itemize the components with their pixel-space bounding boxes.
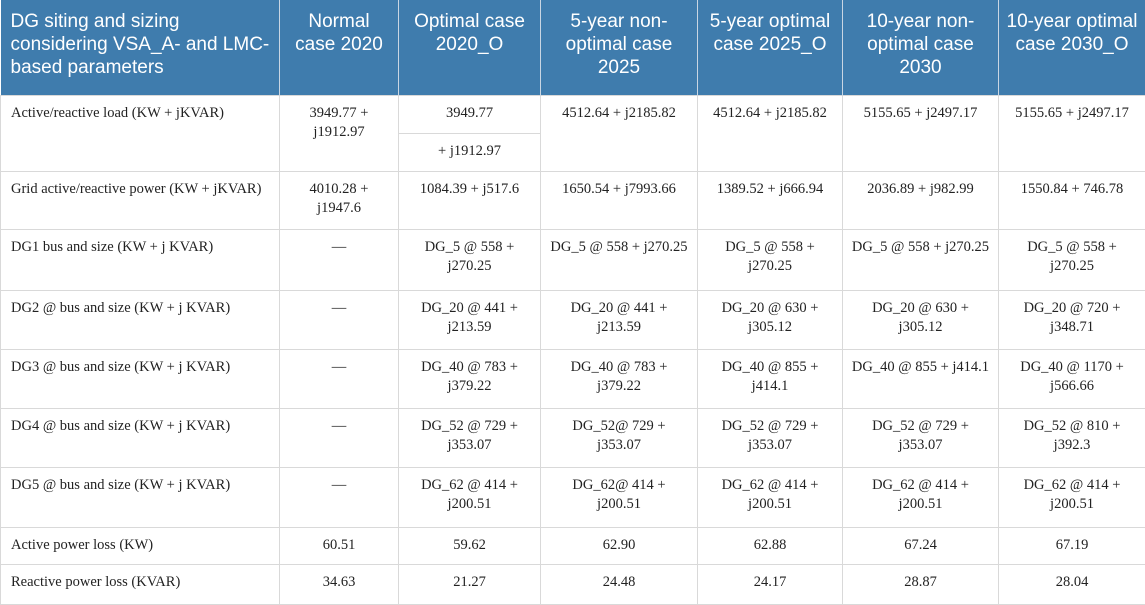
header-row: DG siting and sizing considering VSA_A- … <box>1 0 1145 95</box>
table-cell: 5155.65 + j2497.17 <box>843 95 999 171</box>
table-cell: 1084.39 + j517.6 <box>399 171 541 229</box>
table-row: DG2 @ bus and size (KW + j KVAR)—DG_20 @… <box>1 290 1145 349</box>
header-cell: 5-year non-optimal case 2025 <box>541 0 698 95</box>
table-cell: DG_40 @ 855 + j414.1 <box>698 349 843 408</box>
table-cell: DG3 @ bus and size (KW + j KVAR) <box>1 349 280 408</box>
table-cell: DG2 @ bus and size (KW + j KVAR) <box>1 290 280 349</box>
table-cell: — <box>280 349 399 408</box>
header-cell: 5-year optimal case 2025_O <box>698 0 843 95</box>
table-cell: DG5 @ bus and size (KW + j KVAR) <box>1 467 280 527</box>
table-cell: DG_40 @ 1170 + j566.66 <box>999 349 1145 408</box>
table-row: DG5 @ bus and size (KW + j KVAR)—DG_62 @… <box>1 467 1145 527</box>
table-cell: DG_40 @ 783 + j379.22 <box>399 349 541 408</box>
table-cell: + j1912.97 <box>399 133 541 171</box>
table-cell: DG_62 @ 414 + j200.51 <box>698 467 843 527</box>
table-cell: — <box>280 290 399 349</box>
table-cell: 28.04 <box>999 564 1145 604</box>
table-cell: DG_52 @ 810 + j392.3 <box>999 408 1145 467</box>
table-cell: DG_5 @ 558 + j270.25 <box>541 229 698 290</box>
table-cell: DG_62 @ 414 + j200.51 <box>843 467 999 527</box>
table-cell: 67.24 <box>843 527 999 564</box>
table-cell: DG4 @ bus and size (KW + j KVAR) <box>1 408 280 467</box>
table-cell: 3949.77 <box>399 95 541 133</box>
table-cell: DG_62 @ 414 + j200.51 <box>399 467 541 527</box>
table-cell: 62.88 <box>698 527 843 564</box>
table-cell: Active power loss (KW) <box>1 527 280 564</box>
table-cell: 1550.84 + 746.78 <box>999 171 1145 229</box>
header-cell: 10-year non-optimal case 2030 <box>843 0 999 95</box>
table-cell: DG_5 @ 558 + j270.25 <box>399 229 541 290</box>
table-cell: DG_5 @ 558 + j270.25 <box>999 229 1145 290</box>
table-cell: DG_20 @ 630 + j305.12 <box>843 290 999 349</box>
table-cell: DG_52@ 729 + j353.07 <box>541 408 698 467</box>
header-cell: 10-year optimal case 2030_O <box>999 0 1145 95</box>
table-cell: DG_52 @ 729 + j353.07 <box>698 408 843 467</box>
table-cell: 1389.52 + j666.94 <box>698 171 843 229</box>
table-cell: DG_40 @ 783 + j379.22 <box>541 349 698 408</box>
table-row: Active/reactive load (KW + jKVAR)3949.77… <box>1 95 1145 133</box>
table-cell: 2036.89 + j982.99 <box>843 171 999 229</box>
table-cell: 21.27 <box>399 564 541 604</box>
table-cell: DG_20 @ 630 + j305.12 <box>698 290 843 349</box>
table-cell: Active/reactive load (KW + jKVAR) <box>1 95 280 171</box>
table-cell: 60.51 <box>280 527 399 564</box>
table-cell: 5155.65 + j2497.17 <box>999 95 1145 171</box>
table-cell: 4010.28 + j1947.6 <box>280 171 399 229</box>
table-cell: 1650.54 + j7993.66 <box>541 171 698 229</box>
table-cell: 24.17 <box>698 564 843 604</box>
table-cell: 67.19 <box>999 527 1145 564</box>
table-cell: — <box>280 229 399 290</box>
table-cell: 28.87 <box>843 564 999 604</box>
table-cell: DG_20 @ 720 + j348.71 <box>999 290 1145 349</box>
table-cell: DG_20 @ 441 + j213.59 <box>541 290 698 349</box>
table-cell: 3949.77 + j1912.97 <box>280 95 399 171</box>
table-cell: 34.63 <box>280 564 399 604</box>
table-cell: DG1 bus and size (KW + j KVAR) <box>1 229 280 290</box>
header-cell: DG siting and sizing considering VSA_A- … <box>1 0 280 95</box>
table-cell: DG_5 @ 558 + j270.25 <box>843 229 999 290</box>
table-cell: DG_52 @ 729 + j353.07 <box>843 408 999 467</box>
table-cell: 59.62 <box>399 527 541 564</box>
table-cell: DG_20 @ 441 + j213.59 <box>399 290 541 349</box>
table-cell: 24.48 <box>541 564 698 604</box>
table-row: DG1 bus and size (KW + j KVAR)—DG_5 @ 55… <box>1 229 1145 290</box>
table-cell: DG_5 @ 558 + j270.25 <box>698 229 843 290</box>
table-cell: Grid active/reactive power (KW + jKVAR) <box>1 171 280 229</box>
header-cell: Optimal case 2020_O <box>399 0 541 95</box>
table-cell: Reactive power loss (KVAR) <box>1 564 280 604</box>
table-row: DG3 @ bus and size (KW + j KVAR)—DG_40 @… <box>1 349 1145 408</box>
table-row: DG4 @ bus and size (KW + j KVAR)—DG_52 @… <box>1 408 1145 467</box>
table-cell: DG_62 @ 414 + j200.51 <box>999 467 1145 527</box>
table-cell: 4512.64 + j2185.82 <box>698 95 843 171</box>
table-cell: 4512.64 + j2185.82 <box>541 95 698 171</box>
header-cell: Normal case 2020 <box>280 0 399 95</box>
table-cell: DG_62@ 414 + j200.51 <box>541 467 698 527</box>
table-cell: DG_40 @ 855 + j414.1 <box>843 349 999 408</box>
table-cell: — <box>280 467 399 527</box>
table-cell: — <box>280 408 399 467</box>
table-row: Grid active/reactive power (KW + jKVAR)4… <box>1 171 1145 229</box>
table-cell: 62.90 <box>541 527 698 564</box>
table-cell: DG_52 @ 729 + j353.07 <box>399 408 541 467</box>
